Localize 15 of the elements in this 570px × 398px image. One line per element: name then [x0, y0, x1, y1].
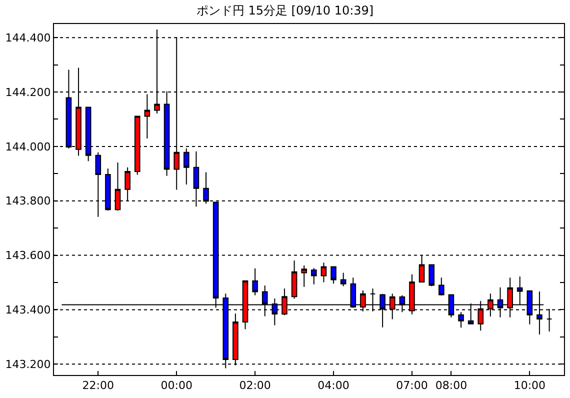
x-tick-label: 04:00	[318, 379, 350, 392]
y-tick-label: 143.400	[5, 304, 51, 317]
y-tick-label: 144.400	[5, 31, 51, 44]
y-tick-label: 144.200	[5, 86, 51, 99]
x-tick-label: 08:00	[435, 379, 468, 392]
x-tick-label: 22:00	[82, 379, 114, 392]
y-tick-label: 144.000	[5, 140, 51, 154]
y-tick-label: 143.200	[5, 358, 51, 371]
y-tick-label: 143.800	[5, 194, 51, 208]
y-tick-label: 143.600	[5, 249, 51, 262]
x-tick-label: 07:00	[396, 379, 428, 392]
x-tick-label: 10:00	[514, 379, 546, 392]
x-tick-label: 02:00	[239, 379, 271, 392]
x-tick-label: 00:00	[160, 379, 192, 392]
chart-title: ポンド円 15分足 [09/10 10:39]	[196, 3, 374, 18]
